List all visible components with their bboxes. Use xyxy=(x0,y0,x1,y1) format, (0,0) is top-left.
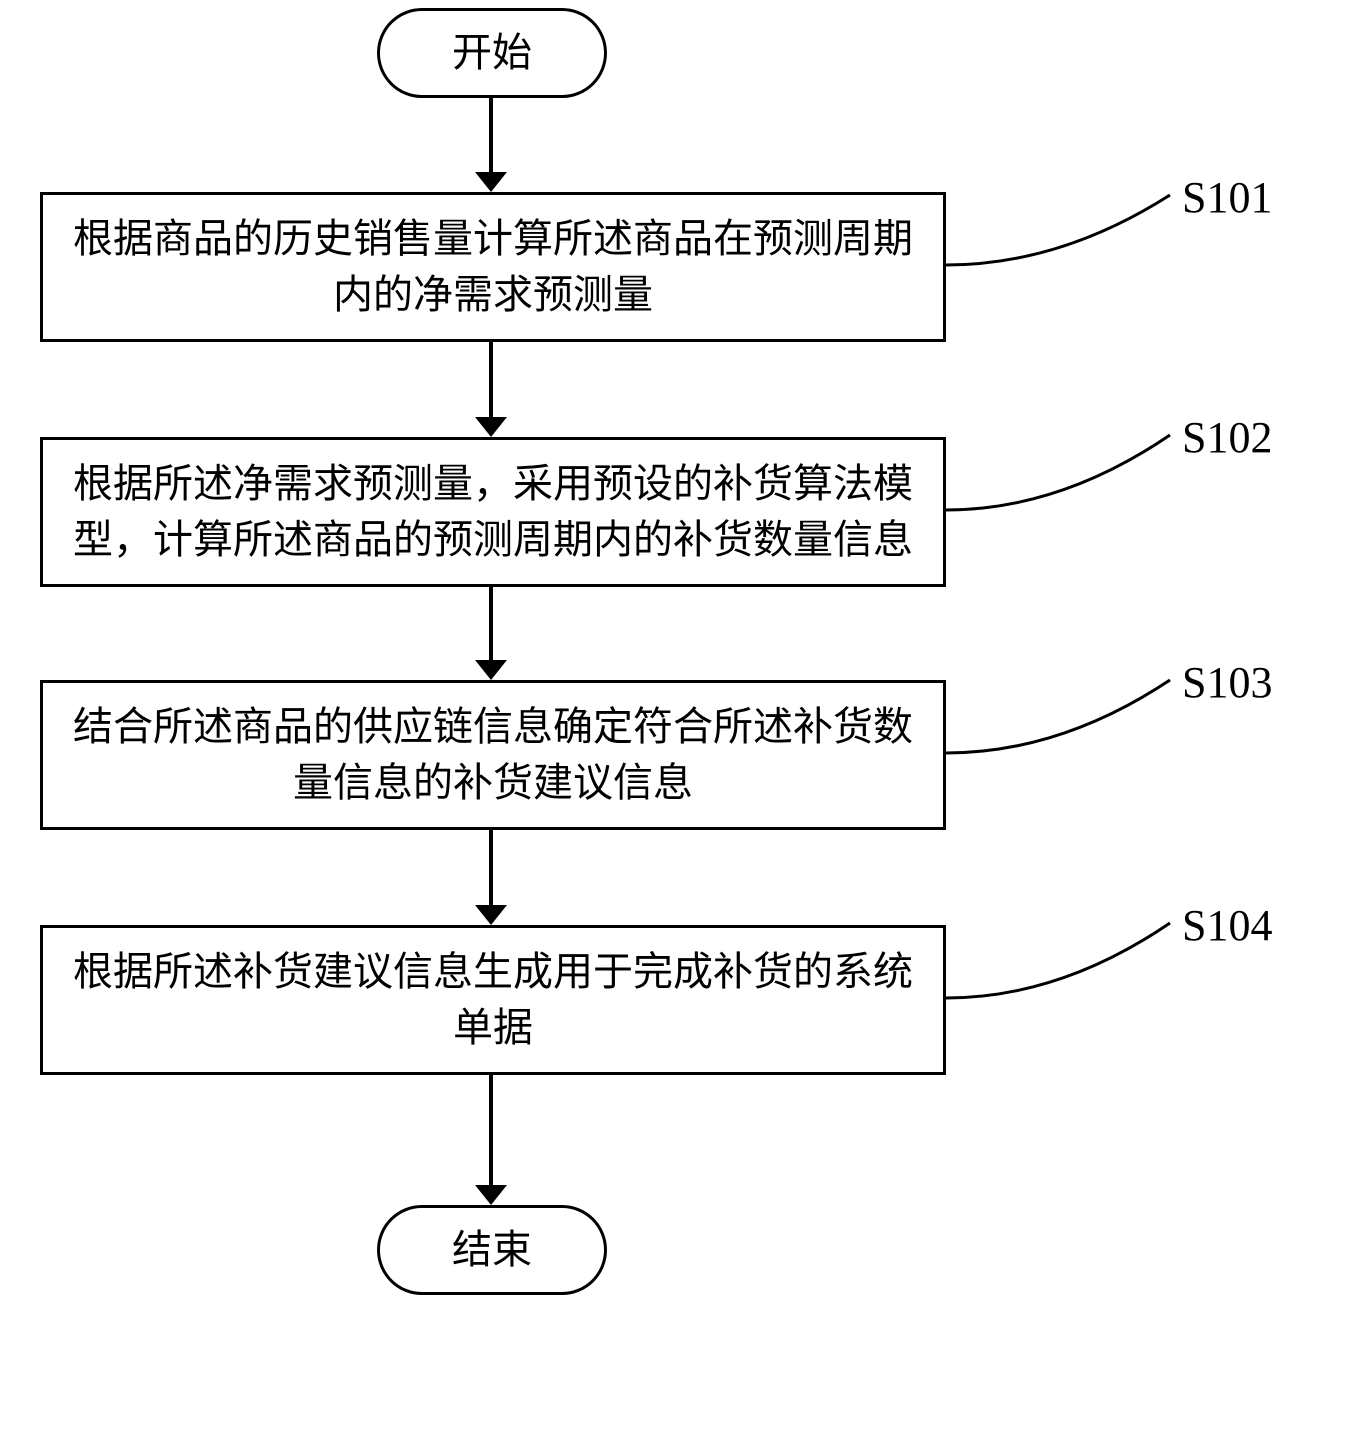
s104-text: 根据所述补货建议信息生成用于完成补货的系统单据 xyxy=(73,944,913,1056)
arrowhead-s101 xyxy=(475,172,507,192)
label-s104: S104 xyxy=(1182,900,1272,951)
label-s101: S101 xyxy=(1182,172,1272,223)
label-s102: S102 xyxy=(1182,412,1272,463)
process-s102: 根据所述净需求预测量，采用预设的补货算法模型，计算所述商品的预测周期内的补货数量… xyxy=(40,437,946,587)
start-text: 开始 xyxy=(452,25,532,81)
start-node: 开始 xyxy=(377,8,607,98)
s101-text: 根据商品的历史销售量计算所述商品在预测周期内的净需求预测量 xyxy=(73,211,913,323)
arrowhead-s104 xyxy=(475,905,507,925)
process-s101: 根据商品的历史销售量计算所述商品在预测周期内的净需求预测量 xyxy=(40,192,946,342)
flowchart-container: 开始 根据商品的历史销售量计算所述商品在预测周期内的净需求预测量 S101 根据… xyxy=(0,0,1362,1435)
edge-s102-s103 xyxy=(489,587,493,663)
process-s104: 根据所述补货建议信息生成用于完成补货的系统单据 xyxy=(40,925,946,1075)
arrowhead-end xyxy=(475,1185,507,1205)
s102-text: 根据所述净需求预测量，采用预设的补货算法模型，计算所述商品的预测周期内的补货数量… xyxy=(73,456,913,568)
edge-start-s101 xyxy=(489,98,493,176)
end-text: 结束 xyxy=(452,1222,532,1278)
s103-text: 结合所述商品的供应链信息确定符合所述补货数量信息的补货建议信息 xyxy=(73,699,913,811)
label-s103: S103 xyxy=(1182,657,1272,708)
arrowhead-s103 xyxy=(475,660,507,680)
process-s103: 结合所述商品的供应链信息确定符合所述补货数量信息的补货建议信息 xyxy=(40,680,946,830)
edge-s104-end xyxy=(489,1075,493,1188)
edge-s103-s104 xyxy=(489,830,493,908)
arrowhead-s102 xyxy=(475,417,507,437)
edge-s101-s102 xyxy=(489,342,493,420)
end-node: 结束 xyxy=(377,1205,607,1295)
